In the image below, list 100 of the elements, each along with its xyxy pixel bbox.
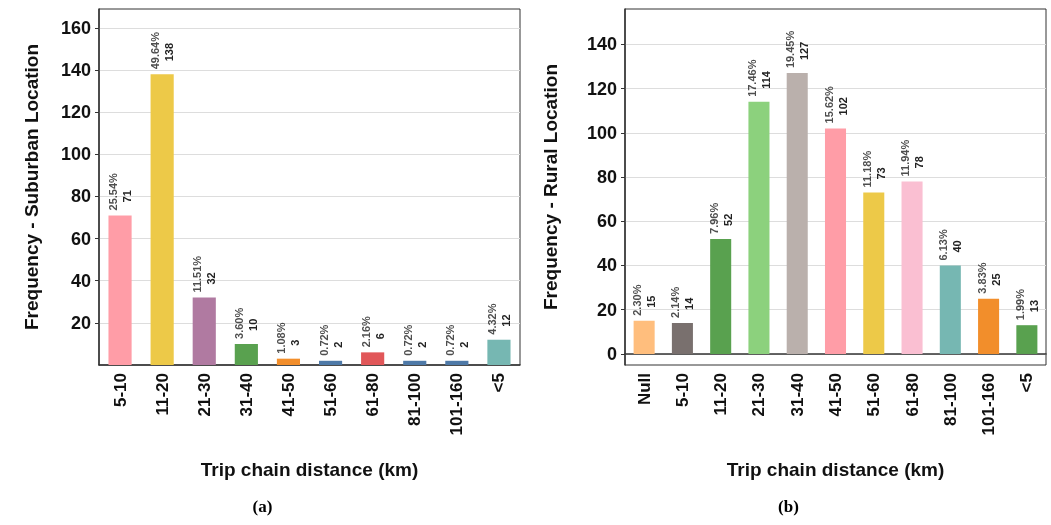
y-tick-label: 140 <box>586 34 617 55</box>
x-tick-label: 51-60 <box>321 373 341 417</box>
x-tick-label: 51-60 <box>864 373 884 417</box>
data-label: 127 <box>798 41 811 61</box>
x-tick-label: <5 <box>1017 373 1037 393</box>
y-tick-label: 80 <box>596 167 617 188</box>
x-tick-label: 81-100 <box>405 373 425 426</box>
text: (b) <box>777 497 800 517</box>
annotation: 2.14% <box>669 286 682 318</box>
y-tick-label: 20 <box>596 299 617 320</box>
annotation: 0.72% <box>401 324 414 356</box>
data-label: 10 <box>247 318 260 331</box>
bar <box>863 192 885 354</box>
x-tick-label: 21-30 <box>194 373 214 417</box>
y-axis-title: Frequency - Rural Location <box>540 64 561 310</box>
y-tick-label: 40 <box>596 255 617 276</box>
bar <box>901 181 923 354</box>
y-tick-label: 100 <box>60 144 91 165</box>
x-tick-label: 101-160 <box>979 373 999 436</box>
data-label: 73 <box>874 167 887 180</box>
y-tick-label: 100 <box>586 122 617 143</box>
y-tick-label: 60 <box>596 211 617 232</box>
data-label: 52 <box>721 213 734 226</box>
x-tick-label: 5-10 <box>110 373 130 408</box>
data-label: 2 <box>331 341 344 348</box>
annotation: 11.51% <box>191 255 204 293</box>
y-tick-label: 20 <box>70 312 91 333</box>
annotation: 49.64% <box>149 31 162 70</box>
y-tick-label: 160 <box>60 17 91 38</box>
annotation: 2.30% <box>631 284 644 316</box>
x-tick-label: 21-30 <box>749 373 769 417</box>
y-tick-label: 80 <box>70 186 91 207</box>
bar <box>748 101 770 354</box>
y-tick-label: 0 <box>606 343 617 364</box>
data-label: 13 <box>1027 299 1040 313</box>
annotation: 11.18% <box>860 150 873 188</box>
x-tick-label: 81-100 <box>940 373 960 426</box>
x-tick-label: <5 <box>489 373 509 393</box>
bar <box>824 128 847 354</box>
x-tick-label: 61-80 <box>363 373 383 417</box>
bar <box>671 322 693 354</box>
annotation: 4.32% <box>485 303 498 335</box>
bar <box>150 74 174 365</box>
annotation: 11.94% <box>899 139 912 177</box>
x-tick-label: 31-40 <box>787 373 807 417</box>
x-tick-label: 41-50 <box>278 373 298 417</box>
annotation: 3.83% <box>975 262 988 294</box>
data-label: 40 <box>951 240 964 253</box>
annotation: 19.45% <box>784 30 797 69</box>
data-label: 25 <box>989 273 1002 286</box>
y-tick-label: 120 <box>60 102 91 123</box>
bar <box>108 215 132 365</box>
data-label: 14 <box>683 296 696 310</box>
x-tick-label: 31-40 <box>236 373 256 417</box>
data-label: 15 <box>645 295 658 308</box>
bar <box>939 265 961 354</box>
bar <box>318 360 343 365</box>
annotation: 0.72% <box>317 324 330 356</box>
x-tick-label: Null <box>634 373 654 406</box>
data-label: 3 <box>289 339 302 346</box>
annotation: 6.13% <box>937 229 950 261</box>
annotation: 1.99% <box>1013 288 1026 321</box>
data-label: 114 <box>759 70 772 89</box>
annotation: 7.96% <box>707 202 720 234</box>
x-axis-title: Trip chain distance (km) <box>726 459 945 480</box>
bar <box>487 339 511 365</box>
x-axis-title: Trip chain distance (km) <box>200 459 419 480</box>
x-tick-label: 41-50 <box>826 373 845 417</box>
annotation: 15.62% <box>822 85 835 124</box>
bar <box>1016 325 1038 354</box>
x-tick-label: 61-80 <box>902 373 922 417</box>
x-tick-label: 11-20 <box>711 373 731 416</box>
bar <box>276 358 301 365</box>
y-axis-title: Frequency - Suburban Location <box>21 43 42 331</box>
data-label: 78 <box>913 156 926 169</box>
annotation: 17.46% <box>745 59 758 97</box>
data-label: 138 <box>163 42 176 62</box>
annotation: 3.60% <box>233 307 246 339</box>
annotation: 25.54% <box>107 172 120 211</box>
data-label: 71 <box>121 190 134 203</box>
y-tick-label: 120 <box>586 78 617 99</box>
y-tick-label: 140 <box>60 60 91 81</box>
bar <box>978 298 1000 354</box>
data-label: 6 <box>373 333 386 340</box>
bar <box>234 343 258 365</box>
x-tick-label: 11-20 <box>152 373 172 416</box>
bar <box>710 238 732 354</box>
data-label: 12 <box>499 314 512 327</box>
bar <box>361 352 385 365</box>
data-label: 32 <box>205 272 218 285</box>
bar <box>786 73 808 354</box>
bar <box>192 297 216 365</box>
bar <box>445 360 469 365</box>
y-tick-label: 60 <box>70 228 91 249</box>
bar <box>403 360 427 365</box>
annotation: 2.16% <box>359 315 372 348</box>
data-label: 2 <box>457 341 470 348</box>
annotation: 1.08% <box>275 322 288 354</box>
annotation: 0.72% <box>443 324 456 356</box>
y-tick-label: 40 <box>70 270 91 291</box>
